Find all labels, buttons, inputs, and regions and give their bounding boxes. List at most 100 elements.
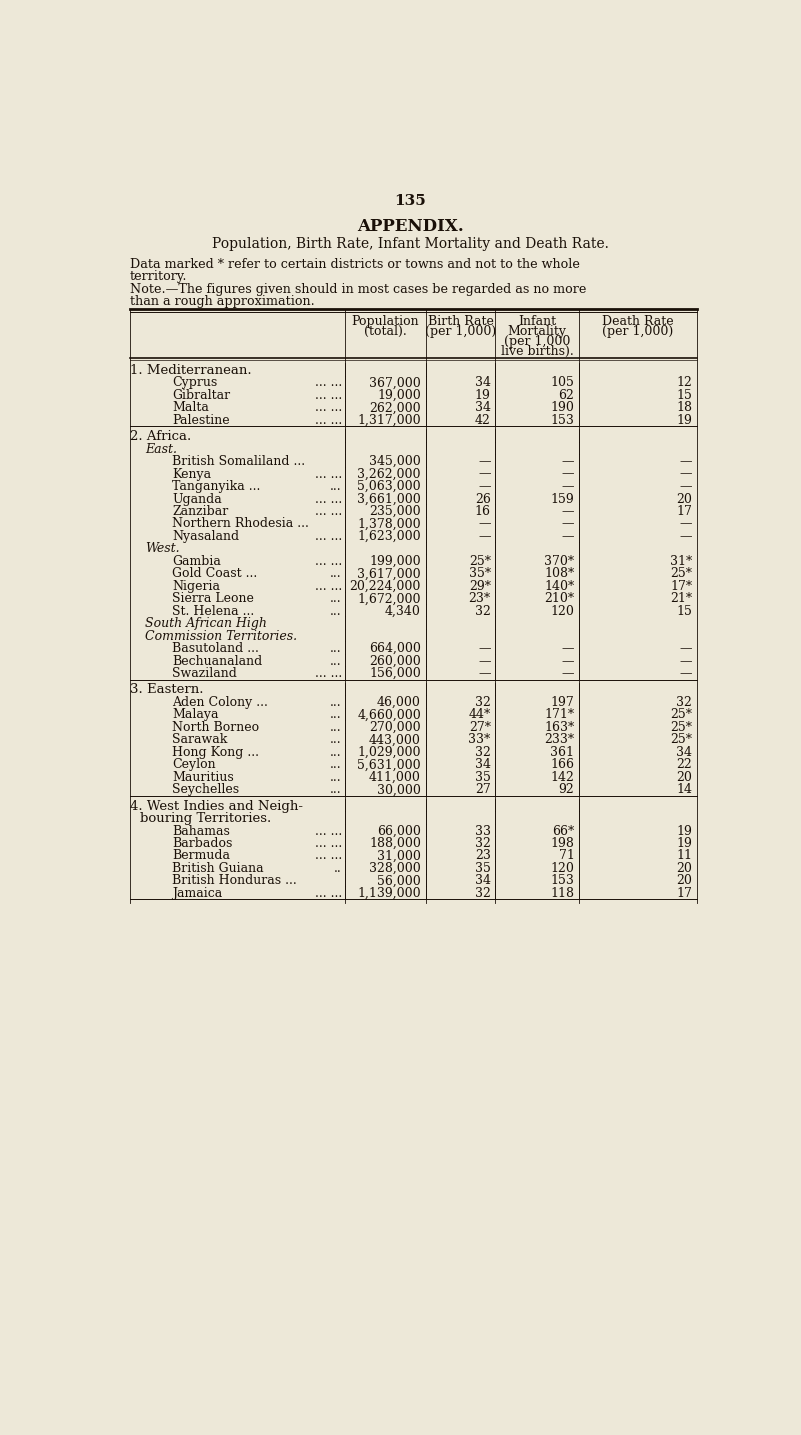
Text: ... ...: ... ...: [315, 468, 342, 481]
Text: 21*: 21*: [670, 593, 692, 606]
Text: 188,000: 188,000: [369, 837, 421, 850]
Text: 270,000: 270,000: [369, 720, 421, 733]
Text: Basutoland ...: Basutoland ...: [172, 643, 259, 656]
Text: Seychelles: Seychelles: [172, 784, 239, 796]
Text: 25*: 25*: [469, 555, 491, 568]
Text: ...: ...: [330, 720, 342, 733]
Text: —: —: [680, 468, 692, 481]
Text: 17: 17: [676, 505, 692, 518]
Text: ...: ...: [330, 643, 342, 656]
Text: 32: 32: [475, 696, 491, 709]
Text: 34: 34: [475, 758, 491, 772]
Text: 34: 34: [676, 746, 692, 759]
Text: (per 1,000: (per 1,000: [504, 336, 570, 349]
Text: Mauritius: Mauritius: [172, 771, 234, 784]
Text: 105: 105: [550, 376, 574, 389]
Text: Tanganyika ...: Tanganyika ...: [172, 481, 260, 494]
Text: ...: ...: [330, 746, 342, 759]
Text: ... ...: ... ...: [315, 402, 342, 415]
Text: ...: ...: [330, 709, 342, 722]
Text: —: —: [478, 654, 491, 667]
Text: territory.: territory.: [130, 270, 187, 283]
Text: 120: 120: [550, 862, 574, 875]
Text: Gold Coast ...: Gold Coast ...: [172, 567, 257, 580]
Text: —: —: [478, 530, 491, 542]
Text: 260,000: 260,000: [369, 654, 421, 667]
Text: (total).: (total).: [364, 326, 407, 339]
Text: 4. West Indies and Neigh-: 4. West Indies and Neigh-: [130, 799, 303, 812]
Text: 20: 20: [676, 874, 692, 887]
Text: 44*: 44*: [469, 709, 491, 722]
Text: —: —: [562, 530, 574, 542]
Text: Cyprus: Cyprus: [172, 376, 217, 389]
Text: 361: 361: [550, 746, 574, 759]
Text: Population, Birth Rate, Infant Mortality and Death Rate.: Population, Birth Rate, Infant Mortality…: [212, 237, 609, 251]
Text: 29*: 29*: [469, 580, 491, 593]
Text: St. Helena ...: St. Helena ...: [172, 604, 255, 618]
Text: Palestine: Palestine: [172, 413, 230, 426]
Text: ... ...: ... ...: [315, 376, 342, 389]
Text: —: —: [680, 530, 692, 542]
Text: ... ...: ... ...: [315, 389, 342, 402]
Text: 26: 26: [475, 492, 491, 505]
Text: 233*: 233*: [545, 733, 574, 746]
Text: live births).: live births).: [501, 346, 574, 359]
Text: 25*: 25*: [670, 567, 692, 580]
Text: Bechuanaland: Bechuanaland: [172, 654, 263, 667]
Text: British Honduras ...: British Honduras ...: [172, 874, 297, 887]
Text: 19: 19: [676, 825, 692, 838]
Text: ...: ...: [330, 733, 342, 746]
Text: —: —: [562, 455, 574, 468]
Text: Jamaica: Jamaica: [172, 887, 223, 900]
Text: Aden Colony ...: Aden Colony ...: [172, 696, 268, 709]
Text: ...: ...: [330, 758, 342, 772]
Text: Data marked * refer to certain districts or towns and not to the whole: Data marked * refer to certain districts…: [130, 258, 579, 271]
Text: —: —: [478, 518, 491, 531]
Text: —: —: [562, 654, 574, 667]
Text: 19,000: 19,000: [377, 389, 421, 402]
Text: 23: 23: [475, 850, 491, 862]
Text: 27: 27: [475, 784, 491, 796]
Text: ...: ...: [330, 771, 342, 784]
Text: 25*: 25*: [670, 733, 692, 746]
Text: Uganda: Uganda: [172, 492, 222, 505]
Text: Malta: Malta: [172, 402, 209, 415]
Text: ... ...: ... ...: [315, 667, 342, 680]
Text: APPENDIX.: APPENDIX.: [357, 218, 464, 235]
Text: 328,000: 328,000: [369, 862, 421, 875]
Text: 664,000: 664,000: [369, 643, 421, 656]
Text: 166: 166: [550, 758, 574, 772]
Text: 163*: 163*: [544, 720, 574, 733]
Text: 42: 42: [475, 413, 491, 426]
Text: —: —: [478, 481, 491, 494]
Text: ...: ...: [330, 481, 342, 494]
Text: 22: 22: [677, 758, 692, 772]
Text: ... ...: ... ...: [315, 413, 342, 426]
Text: 12: 12: [676, 376, 692, 389]
Text: 3,262,000: 3,262,000: [357, 468, 421, 481]
Text: 153: 153: [550, 413, 574, 426]
Text: 32: 32: [475, 837, 491, 850]
Text: 153: 153: [550, 874, 574, 887]
Text: 20: 20: [676, 492, 692, 505]
Text: Northern Rhodesia ...: Northern Rhodesia ...: [172, 518, 309, 531]
Text: 20,224,000: 20,224,000: [349, 580, 421, 593]
Text: —: —: [680, 654, 692, 667]
Text: 411,000: 411,000: [369, 771, 421, 784]
Text: ...: ...: [330, 784, 342, 796]
Text: 17: 17: [676, 887, 692, 900]
Text: 92: 92: [558, 784, 574, 796]
Text: Bermuda: Bermuda: [172, 850, 230, 862]
Text: 235,000: 235,000: [369, 505, 421, 518]
Text: ... ...: ... ...: [315, 887, 342, 900]
Text: 32: 32: [475, 604, 491, 618]
Text: 32: 32: [676, 696, 692, 709]
Text: 1,029,000: 1,029,000: [357, 746, 421, 759]
Text: 46,000: 46,000: [377, 696, 421, 709]
Text: 3,617,000: 3,617,000: [357, 567, 421, 580]
Text: 34: 34: [475, 376, 491, 389]
Text: North Borneo: North Borneo: [172, 720, 260, 733]
Text: 367,000: 367,000: [369, 376, 421, 389]
Text: —: —: [562, 481, 574, 494]
Text: 14: 14: [676, 784, 692, 796]
